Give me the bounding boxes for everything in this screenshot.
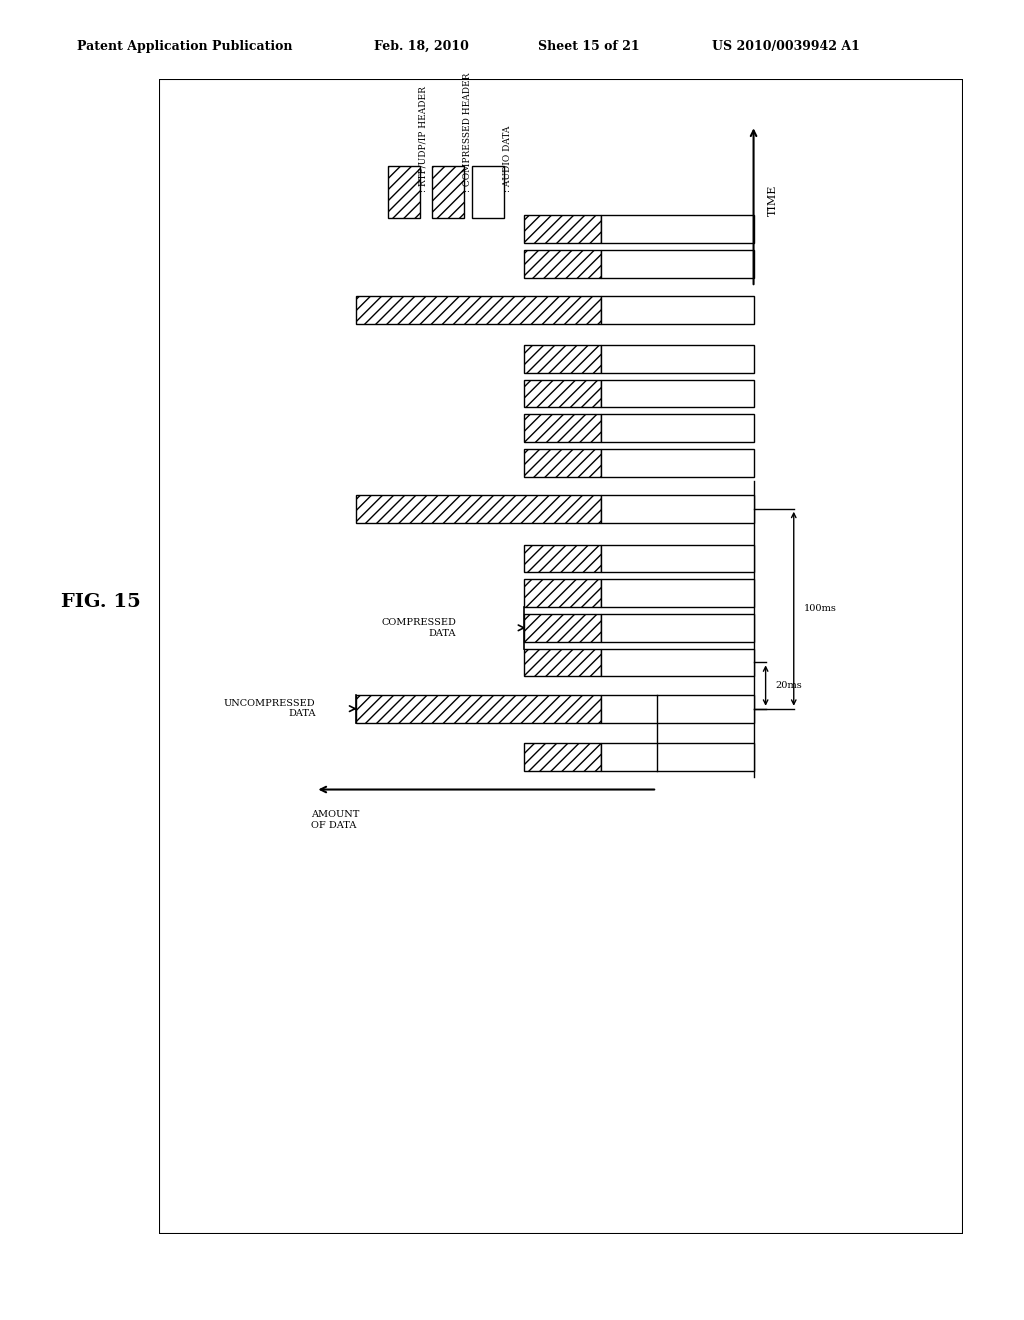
Bar bbox=[601, 414, 754, 442]
Bar bbox=[524, 414, 601, 442]
Text: : AUDIO DATA: : AUDIO DATA bbox=[503, 125, 512, 191]
Bar bbox=[355, 694, 601, 722]
Text: Patent Application Publication: Patent Application Publication bbox=[77, 40, 292, 53]
Bar bbox=[601, 215, 754, 243]
Bar bbox=[601, 380, 754, 407]
Bar bbox=[601, 297, 754, 325]
Bar bbox=[601, 345, 754, 372]
Bar bbox=[524, 614, 601, 642]
Bar bbox=[601, 694, 754, 722]
Bar bbox=[355, 297, 601, 325]
Bar bbox=[432, 166, 464, 218]
Text: UNCOMPRESSED
DATA: UNCOMPRESSED DATA bbox=[224, 700, 315, 718]
Text: FIG. 15: FIG. 15 bbox=[61, 593, 141, 611]
Bar bbox=[601, 579, 754, 607]
Bar bbox=[388, 166, 420, 218]
Bar bbox=[601, 251, 754, 279]
Bar bbox=[601, 743, 754, 771]
Bar bbox=[601, 495, 754, 523]
Bar bbox=[524, 380, 601, 407]
Bar bbox=[601, 614, 754, 642]
Bar bbox=[524, 743, 601, 771]
Bar bbox=[524, 648, 601, 676]
Text: Feb. 18, 2010: Feb. 18, 2010 bbox=[374, 40, 469, 53]
Text: COMPRESSED
DATA: COMPRESSED DATA bbox=[381, 618, 456, 638]
Bar bbox=[601, 449, 754, 477]
Bar bbox=[601, 648, 754, 676]
Text: 100ms: 100ms bbox=[804, 605, 837, 614]
Text: : RTP/UDP/IP HEADER: : RTP/UDP/IP HEADER bbox=[419, 86, 428, 191]
Bar bbox=[524, 545, 601, 573]
Text: US 2010/0039942 A1: US 2010/0039942 A1 bbox=[712, 40, 859, 53]
Text: : COMPRESSED HEADER: : COMPRESSED HEADER bbox=[463, 73, 472, 191]
Text: TIME: TIME bbox=[768, 185, 778, 216]
Text: 20ms: 20ms bbox=[775, 681, 802, 690]
Bar bbox=[524, 579, 601, 607]
Bar bbox=[472, 166, 505, 218]
Bar bbox=[524, 345, 601, 372]
Bar bbox=[524, 449, 601, 477]
Bar bbox=[524, 251, 601, 279]
Text: Sheet 15 of 21: Sheet 15 of 21 bbox=[538, 40, 639, 53]
Bar bbox=[524, 215, 601, 243]
Bar bbox=[355, 495, 601, 523]
Bar bbox=[601, 545, 754, 573]
Text: AMOUNT
OF DATA: AMOUNT OF DATA bbox=[311, 810, 359, 830]
